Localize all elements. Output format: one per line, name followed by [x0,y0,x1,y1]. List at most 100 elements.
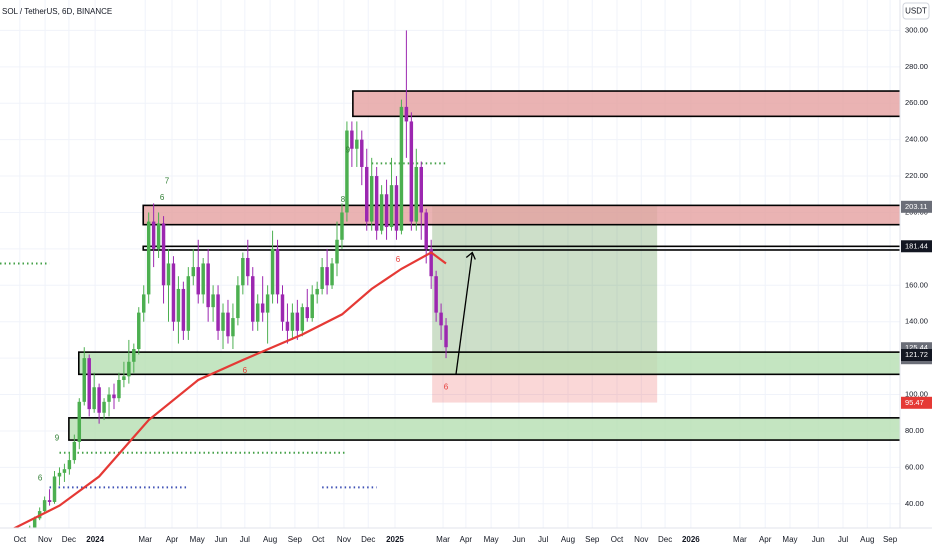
candle-body [181,288,186,331]
y-tick-label: 260.00 [905,98,928,107]
x-tick-label: Jul [838,535,848,544]
candle-body [285,321,290,331]
annotation: 8 [341,195,346,204]
candle-body [176,288,181,322]
candle-body [345,130,349,213]
candle-body [102,401,106,413]
candle-body [32,518,37,528]
x-tick-label: Jul [538,535,548,544]
candle-body [315,288,319,295]
candle-body [92,387,96,410]
y-tick-label: 100.00 [905,390,928,399]
annotation: 9 [346,146,351,155]
candle-body [216,294,220,331]
x-tick-label: Mar [733,535,747,544]
candle-body [42,500,47,512]
x-tick-label: Dec [62,535,76,544]
candle-body [444,325,448,348]
zone [77,351,900,376]
annotation: 6 [160,193,165,202]
price-tag-label: 203.11 [905,202,927,211]
candle-body [439,312,443,326]
candle-body [320,267,324,289]
price-tag-label: 125.44 [905,343,928,352]
zone [142,245,900,251]
candle-body [141,294,146,313]
x-tick-label: Oct [14,535,27,544]
candle-body [72,441,77,461]
candle-body [300,307,305,331]
candle-body [97,387,101,413]
candle-body [325,267,329,286]
x-tick-label: Mar [436,535,450,544]
annotation: 6 [38,473,43,482]
candle-body [270,248,275,295]
candle-body [340,212,344,240]
candle-body [330,263,334,286]
candle-body [156,223,161,249]
candle-body [404,106,409,122]
candle-body [305,307,310,319]
candle-body [280,294,285,322]
candle-body [290,312,295,331]
candle-body [384,194,389,228]
candle-body [255,303,260,322]
x-tick-label: Aug [860,535,874,544]
candle-body [196,267,200,295]
candle-body [82,358,86,402]
candle-body [295,312,300,331]
y-tick-label: 80.00 [905,426,924,435]
candle-body [409,121,414,222]
candle-body [171,263,176,322]
x-tick-label: Sep [288,535,303,544]
candle-body [47,500,52,502]
x-tick-label: Jun [215,535,228,544]
candle-body [201,263,205,295]
candle-body [360,139,364,167]
candle-body [241,257,245,286]
candle-body [335,239,339,264]
arrow-head [465,251,476,260]
x-tick-label: Aug [263,535,277,544]
candle-body [107,394,111,402]
x-tick-label: Aug [561,535,575,544]
candle-body [161,223,166,286]
candle-body [399,106,404,231]
candle-body [434,276,438,313]
x-tick-label: Nov [337,535,351,544]
y-tick-label: 40.00 [905,499,924,508]
x-tick-label: Jun [812,535,825,544]
candle-body [350,130,354,149]
y-tick-label: 160.00 [905,280,928,289]
price-tag [901,200,932,213]
position-target-zone [432,205,658,353]
candle-body [146,221,151,295]
candle-body [122,376,126,380]
x-tick-label: May [484,535,499,544]
candle-body [112,394,116,399]
x-tick-label: Jun [512,535,525,544]
currency-label[interactable]: USDT [905,7,927,16]
candle-body [117,379,121,399]
y-tick-label: 60.00 [905,462,924,471]
price-tag-label: 95.47 [905,398,924,407]
candle-body [310,294,314,319]
candle-body [52,476,57,502]
candle-body [87,358,91,410]
candle-body [379,194,384,231]
candle-body [77,401,82,442]
candle-body [151,221,156,249]
x-tick-label: Apr [166,535,179,544]
x-tick-label: Nov [634,535,648,544]
x-tick-label: Apr [759,535,772,544]
y-tick-label: 220.00 [905,171,928,180]
annotation: 9 [55,433,60,442]
x-tick-label: 2024 [86,535,104,544]
candle-body [67,460,72,470]
x-tick-label: 2025 [386,535,404,544]
currency-button[interactable] [902,2,930,20]
x-tick-label: May [782,535,797,544]
x-tick-label: Mar [138,535,152,544]
zone [352,90,900,118]
